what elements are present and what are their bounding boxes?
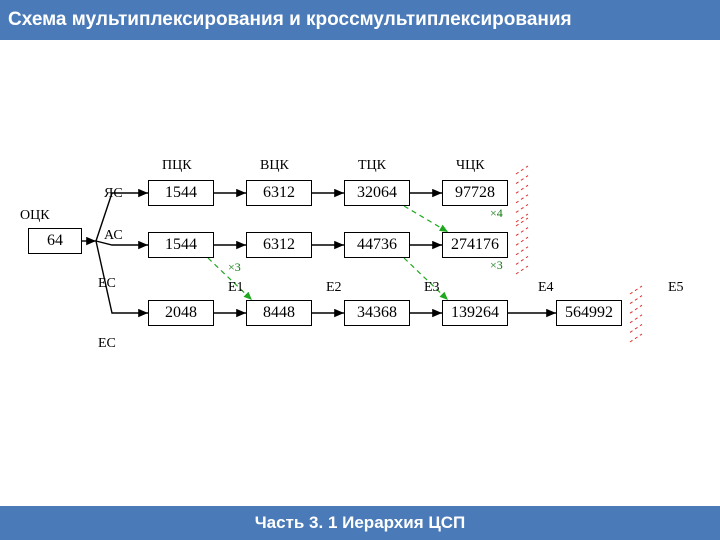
elab-e4: E4 — [538, 280, 554, 296]
box-r1-3: 97728 — [442, 180, 508, 206]
elab-e3: E3 — [424, 280, 440, 296]
title-bar: Схема мультиплексирования и кроссмультип… — [0, 0, 720, 40]
elab-e5: E5 — [668, 280, 684, 296]
box-r2-1: 6312 — [246, 232, 312, 258]
box-r2-0: 1544 — [148, 232, 214, 258]
leftlab-as: АС — [104, 228, 123, 244]
box-r1-1: 6312 — [246, 180, 312, 206]
colhead-pck: ПЦК — [162, 158, 192, 174]
leftlab-yas: ЯС — [104, 186, 123, 202]
elab-e1: E1 — [228, 280, 244, 296]
box-r2-3: 274176 — [442, 232, 508, 258]
box-r1-2: 32064 — [344, 180, 410, 206]
diagram-area: 64 1544 6312 32064 97728 1544 6312 44736 274176 2… — [0, 40, 720, 506]
elab-e2: E2 — [326, 280, 342, 296]
box-r3-0: 2048 — [148, 300, 214, 326]
box-r1-0: 1544 — [148, 180, 214, 206]
colhead-tck: ТЦК — [358, 158, 386, 174]
diagram-svg — [0, 40, 720, 506]
leftlab-es2: ЕС — [98, 336, 116, 352]
mul-x3b: ×3 — [228, 260, 241, 275]
colhead-chck: ЧЦК — [456, 158, 485, 174]
mul-x4: ×4 — [490, 206, 503, 221]
box-r3-1: 8448 — [246, 300, 312, 326]
footer-bar: Часть 3. 1 Иерархия ЦСП — [0, 506, 720, 540]
box-r3-3: 139264 — [442, 300, 508, 326]
box-r3-2: 34368 — [344, 300, 410, 326]
leftlab-es1: ЕС — [98, 276, 116, 292]
box-r2-2: 44736 — [344, 232, 410, 258]
page-title: Схема мультиплексирования и кроссмультип… — [8, 9, 572, 31]
leftlab-ock: ОЦК — [20, 208, 50, 224]
colhead-vck: ВЦК — [260, 158, 289, 174]
mul-x3a: ×3 — [490, 258, 503, 273]
box-ock: 64 — [28, 228, 82, 254]
footer-text: Часть 3. 1 Иерархия ЦСП — [255, 513, 466, 533]
box-r3-4: 564992 — [556, 300, 622, 326]
